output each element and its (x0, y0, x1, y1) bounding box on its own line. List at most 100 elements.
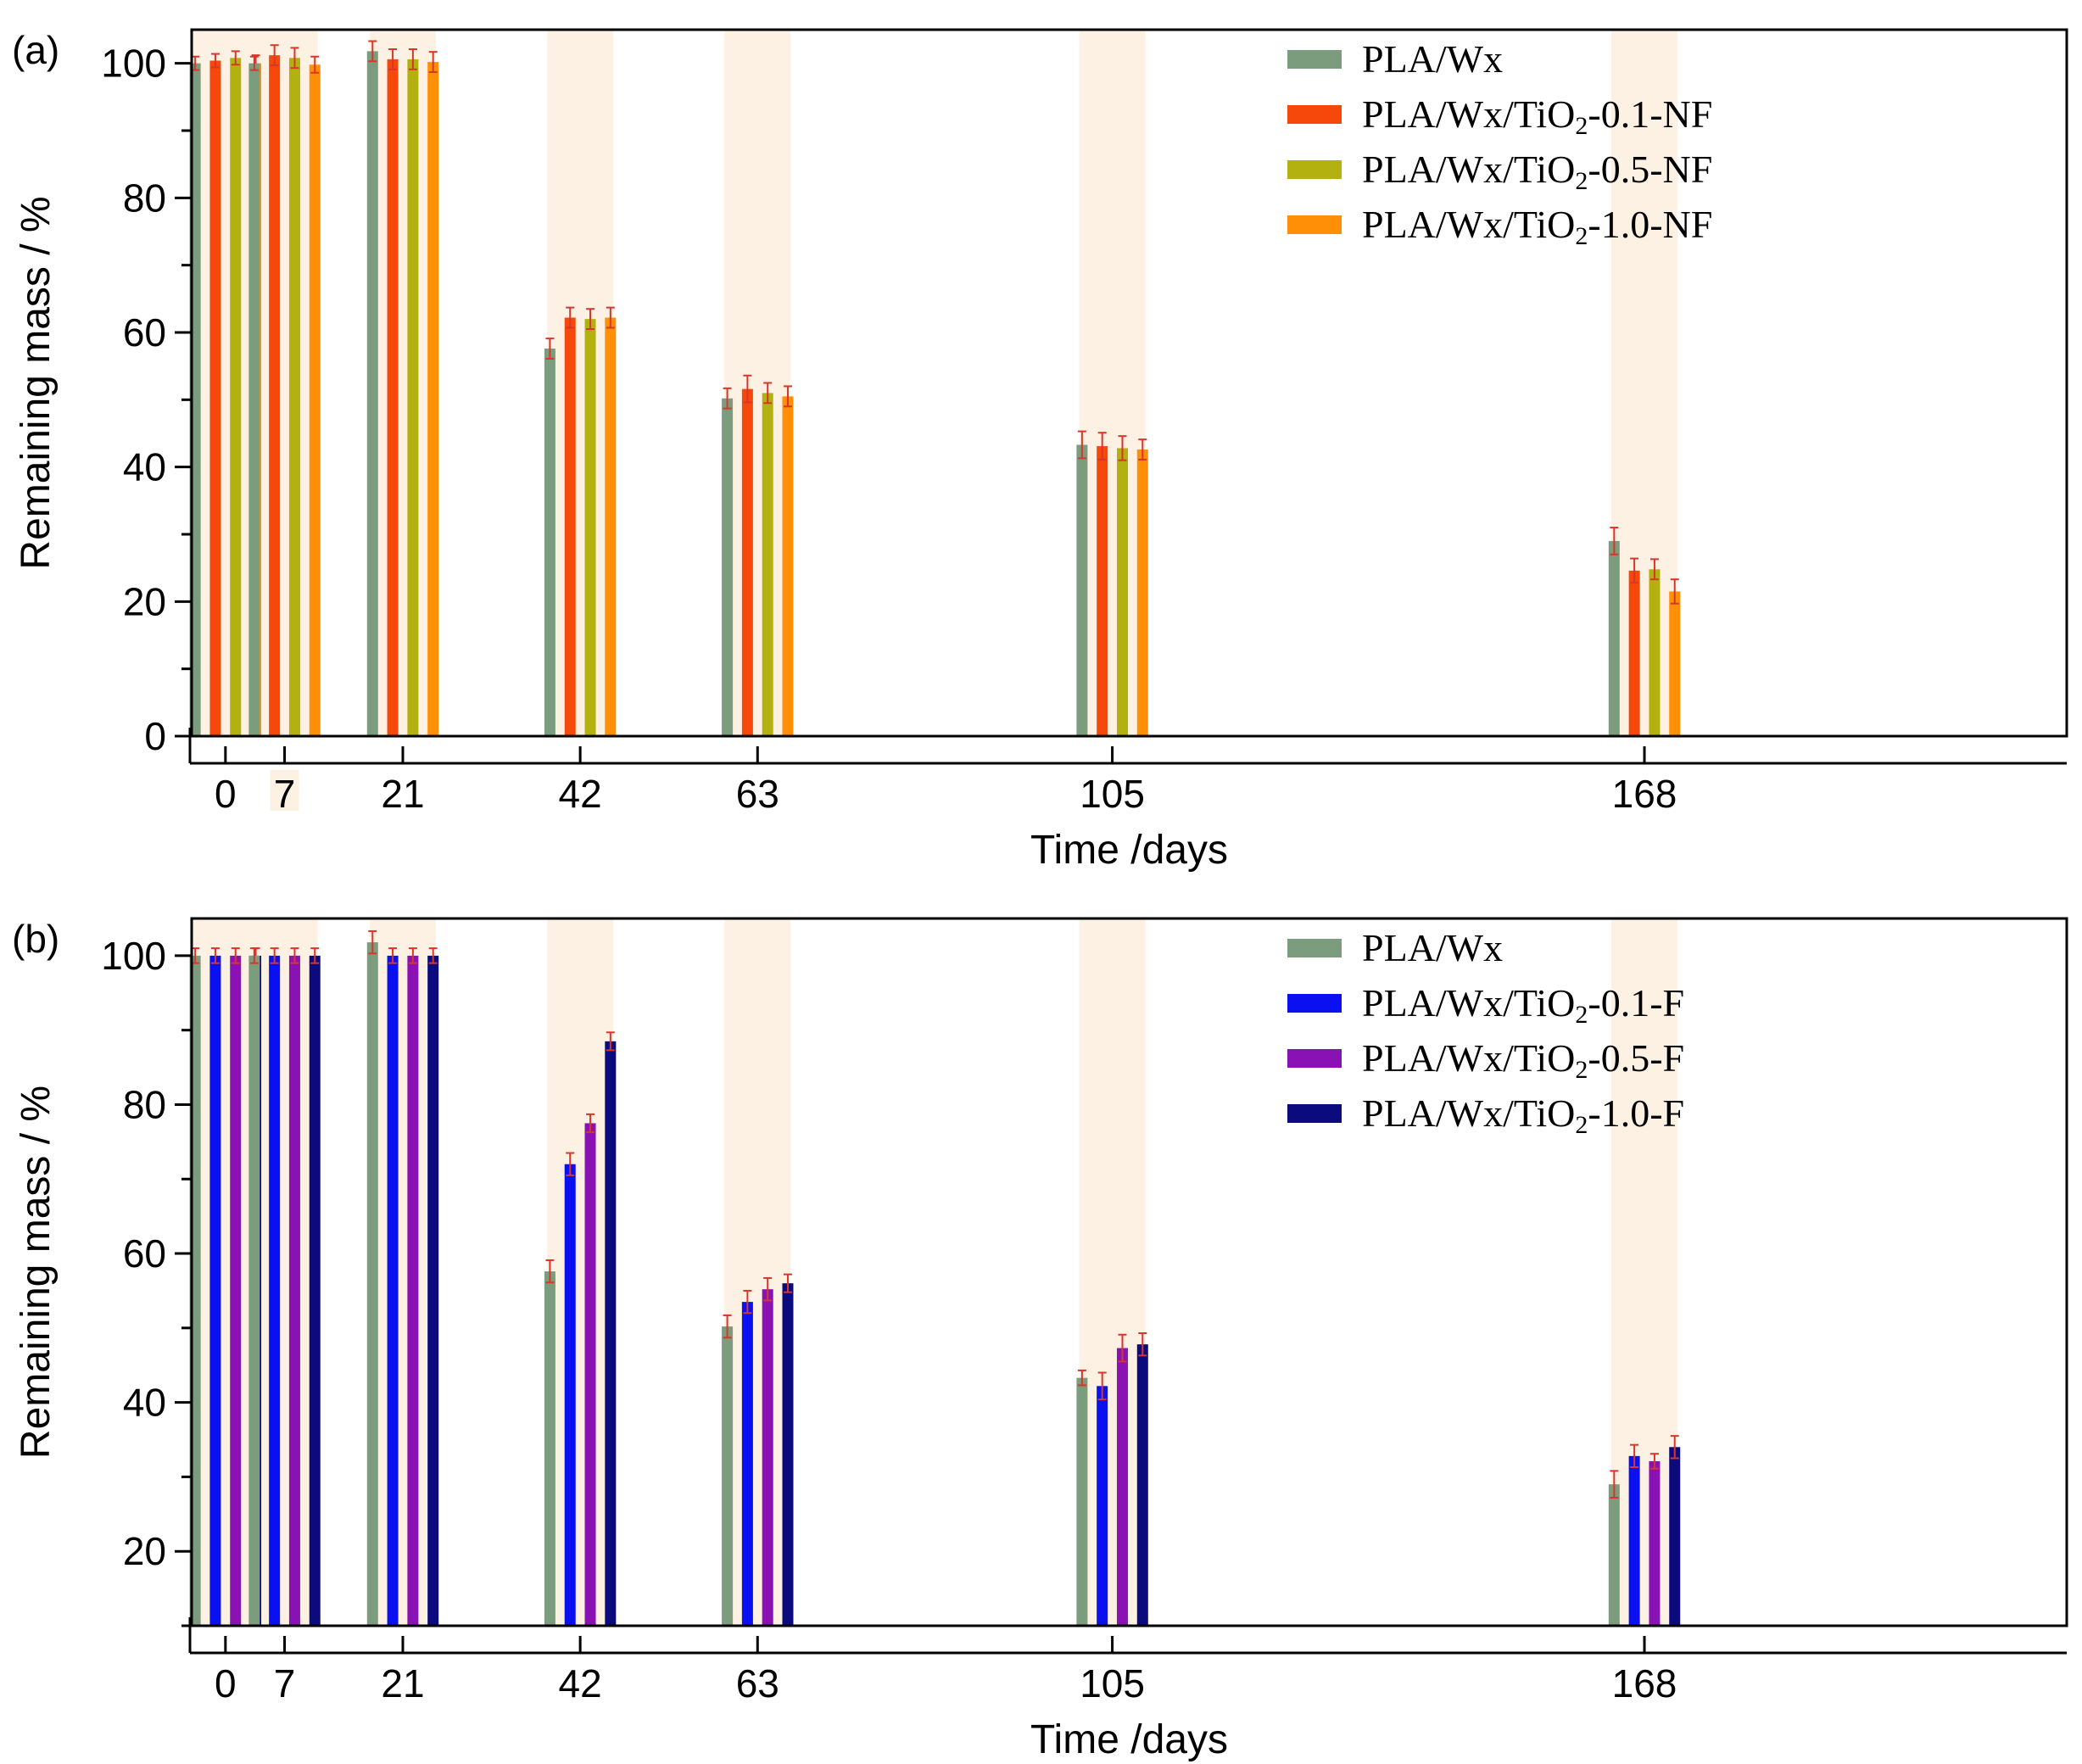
x-tick-label: 0 (215, 772, 237, 816)
bar (762, 393, 773, 736)
bar (782, 1283, 794, 1626)
bar (387, 59, 399, 736)
bar (1116, 1348, 1128, 1626)
group-highlight-band (724, 30, 791, 736)
bar (544, 349, 555, 736)
legend-entry: PLA/Wx/TiO2-0.1-NF (1362, 92, 1712, 140)
legend-swatch (1287, 1104, 1342, 1123)
bar (1628, 1455, 1640, 1626)
bar (1649, 569, 1661, 736)
bar (366, 51, 378, 737)
y-tick-label: 100 (101, 42, 166, 86)
bar (782, 396, 794, 736)
x-tick-label: 168 (1612, 772, 1677, 816)
y-axis-label: Remaining mass / % (14, 196, 59, 569)
group-highlight-band (1079, 30, 1146, 736)
x-tick-label: 7 (274, 772, 296, 816)
y-axis-label: Remaining mass / % (14, 1086, 59, 1459)
y-tick-label: 20 (123, 1529, 166, 1573)
x-tick-label: 168 (1612, 1661, 1677, 1705)
bar (248, 63, 260, 736)
x-tick-label: 63 (736, 1661, 779, 1705)
bar (230, 58, 242, 736)
bar (1136, 1344, 1148, 1626)
group-highlight-band (724, 918, 791, 1626)
legend-entry: PLA/Wx/TiO2-1.0-F (1362, 1091, 1684, 1139)
bar (605, 1041, 617, 1626)
tick-label-highlight (270, 770, 299, 811)
y-tick-label: 80 (123, 1082, 166, 1126)
x-tick-label: 7 (274, 1661, 296, 1705)
x-tick-label: 63 (736, 772, 779, 816)
x-tick-label: 21 (381, 1661, 424, 1705)
legend-entry: PLA/Wx/TiO2-0.5-F (1362, 1036, 1684, 1084)
y-tick-label: 40 (123, 445, 166, 489)
legend-entry: PLA/Wx/TiO2-0.5-NF (1362, 148, 1712, 195)
bar (387, 955, 399, 1626)
group-highlight-band (251, 918, 318, 1626)
y-tick-label: 20 (123, 579, 166, 623)
bar (544, 1271, 555, 1626)
bar (1628, 570, 1640, 736)
bar (1136, 449, 1148, 736)
y-tick-label: 40 (123, 1381, 166, 1425)
group-highlight-band (369, 30, 436, 736)
bar (427, 955, 439, 1626)
bar (1608, 540, 1620, 736)
bar (584, 319, 596, 736)
bar (564, 1164, 576, 1626)
bar (1649, 1460, 1661, 1626)
x-tick-label: 42 (559, 772, 602, 816)
plot-frame (190, 917, 2068, 1627)
bar (1116, 448, 1128, 736)
bar (269, 955, 281, 1626)
bar (288, 58, 300, 736)
bar (605, 317, 617, 736)
bar (741, 1302, 753, 1626)
legend-entry: PLA/Wx (1362, 926, 1503, 969)
bar (288, 955, 300, 1626)
bar (407, 955, 419, 1626)
y-tick-label: 60 (123, 1231, 166, 1276)
y-tick-label: 100 (101, 934, 166, 978)
x-tick-label: 42 (559, 1661, 602, 1705)
legend-swatch (1287, 50, 1342, 69)
x-tick-label: 105 (1080, 772, 1145, 816)
x-tick-label: 21 (381, 772, 424, 816)
group-highlight-band (192, 30, 259, 736)
bar (564, 317, 576, 736)
bar (584, 1123, 596, 1626)
bar (741, 388, 753, 736)
bar (309, 64, 321, 736)
group-highlight-band (1079, 918, 1146, 1626)
bar (230, 955, 242, 1626)
x-tick-label: 105 (1080, 1661, 1145, 1705)
y-tick-label: 0 (144, 714, 166, 758)
panel-label: (a) (12, 28, 59, 72)
bar (1669, 1447, 1681, 1626)
legend-entry: PLA/Wx/TiO2-1.0-NF (1362, 203, 1712, 250)
legend-swatch (1287, 215, 1342, 234)
bar (209, 60, 221, 736)
bar (1608, 1484, 1620, 1626)
chart-panel-b: 20 40 60 80 100 0 7 21 42 63 105 168 Time /days Remai… (12, 917, 2068, 1762)
bar (1669, 591, 1681, 736)
group-highlight-band (547, 30, 614, 736)
bar (407, 59, 419, 736)
group-highlight-band (1611, 918, 1678, 1626)
bar (248, 955, 260, 1626)
legend-swatch (1287, 160, 1342, 179)
legend-entry: PLA/Wx/TiO2-0.1-F (1362, 981, 1684, 1029)
x-axis-label: Time /days (1030, 1717, 1228, 1762)
x-tick-label: 0 (215, 1661, 237, 1705)
group-highlight-band (192, 918, 259, 1626)
bar (1097, 1386, 1108, 1626)
group-highlight-band (547, 918, 614, 1626)
panel-label: (b) (12, 917, 59, 961)
legend-swatch (1287, 1049, 1342, 1068)
bar (309, 955, 321, 1626)
legend-entry: PLA/Wx (1362, 37, 1503, 81)
group-highlight-band (1611, 30, 1678, 736)
